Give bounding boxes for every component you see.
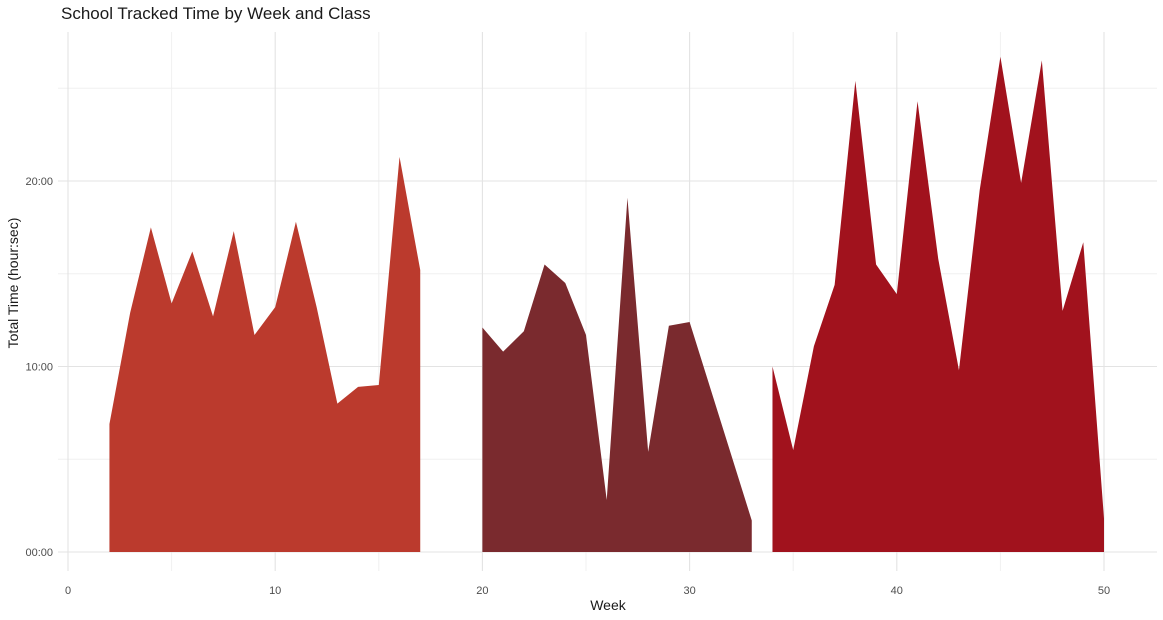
chart-title: School Tracked Time by Week and Class — [61, 4, 371, 23]
x-tick-label: 20 — [476, 585, 488, 597]
y-tick-label: 00:00 — [25, 547, 53, 559]
x-tick-label: 0 — [65, 585, 71, 597]
x-axis-title: Week — [590, 597, 627, 613]
x-tick-label: 40 — [891, 585, 903, 597]
y-tick-label: 10:00 — [25, 362, 53, 374]
x-tick-label: 30 — [683, 585, 695, 597]
area-series-1 — [109, 156, 421, 552]
x-tick-label: 10 — [269, 585, 281, 597]
y-axis-title: Total Time (hour:sec) — [5, 218, 21, 349]
area-layer — [109, 56, 1104, 553]
y-tick-label: 20:00 — [25, 176, 53, 188]
x-tick-label: 50 — [1098, 585, 1110, 597]
area-series-3 — [772, 56, 1104, 553]
area-series-2 — [482, 197, 752, 552]
tick-layer: 0 10 20 30 40 50 00:00 10:00 20:00 — [25, 176, 1110, 597]
